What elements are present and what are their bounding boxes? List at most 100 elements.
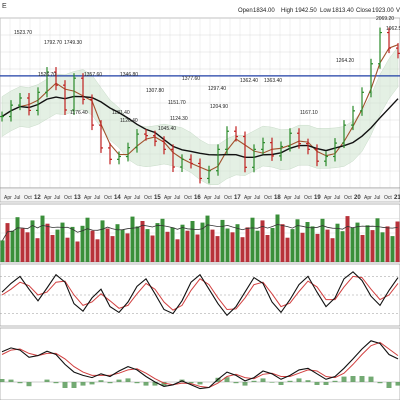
date-tick-label: Apr xyxy=(364,195,372,201)
macd-histogram-bar xyxy=(161,382,167,386)
open-label: Open xyxy=(238,8,253,14)
price-bar xyxy=(135,129,139,153)
price-label: 1526.70 xyxy=(38,72,56,78)
volume-bar xyxy=(105,228,110,262)
volume-bar xyxy=(275,214,280,262)
macd-line xyxy=(1,340,399,390)
volume-bar xyxy=(140,221,145,262)
volume-bar xyxy=(110,236,115,262)
price-bar xyxy=(72,73,76,115)
price-label: 1124.30 xyxy=(170,116,188,122)
right-clip-letter: V xyxy=(396,8,400,14)
volume-bar xyxy=(325,229,330,262)
volume-bar xyxy=(165,231,170,262)
macd-histogram-bar xyxy=(242,382,248,386)
price-label: 1307.80 xyxy=(146,88,164,94)
price-bar xyxy=(315,144,319,167)
macd-histogram-bar xyxy=(152,382,158,386)
price-label: 1181.40 xyxy=(112,110,130,116)
price-label: 1377.60 xyxy=(182,76,200,82)
oscillator-signal-line xyxy=(1,275,399,311)
date-tick-label: Oct xyxy=(344,195,352,201)
macd-histogram-bar xyxy=(71,382,77,388)
macd-histogram-bar xyxy=(125,378,131,382)
macd-histogram-bar xyxy=(134,382,140,384)
price-bar xyxy=(270,137,274,161)
price-bar xyxy=(342,120,346,149)
volume-bar xyxy=(245,227,250,262)
macd-histogram-bar xyxy=(323,382,329,385)
macd-histogram-bar xyxy=(260,378,266,382)
volume-bar xyxy=(355,222,360,262)
volume-bar xyxy=(210,229,215,262)
volume-bar xyxy=(115,224,120,262)
volume-bar xyxy=(345,216,350,262)
price-bar xyxy=(108,142,112,165)
date-tick-label: Jul xyxy=(14,195,20,201)
price-bar xyxy=(297,128,301,149)
volume-bar xyxy=(340,231,345,262)
volume-bar xyxy=(220,219,225,262)
macd-histogram-bar xyxy=(359,376,365,382)
macd-histogram-bar xyxy=(224,377,230,382)
macd-histogram-bar xyxy=(377,382,383,384)
date-tick-label: 15 xyxy=(154,195,161,201)
price-bar xyxy=(171,144,175,173)
price-label: 1167.10 xyxy=(300,110,318,116)
volume-bar xyxy=(360,235,365,262)
long-moving-average xyxy=(1,95,399,158)
macd-histogram-bar xyxy=(17,382,23,384)
volume-average-line xyxy=(2,223,398,241)
date-tick-label: Oct xyxy=(224,195,232,201)
macd-histogram-bar xyxy=(368,376,374,382)
macd-histogram-bar xyxy=(44,379,50,382)
volume-bar xyxy=(130,216,135,262)
date-tick-label: Jul xyxy=(174,195,180,201)
volume-bar xyxy=(295,219,300,262)
date-tick-label: Oct xyxy=(264,195,272,201)
macd-histogram-bar xyxy=(80,382,86,386)
date-tick-label: Oct xyxy=(104,195,112,201)
volume-bar xyxy=(260,220,265,262)
volume-bar xyxy=(75,241,80,262)
macd-panel-frame xyxy=(0,327,400,400)
macd-histogram-bar xyxy=(8,379,14,382)
date-tick-label: Apr xyxy=(4,195,12,201)
price-bar xyxy=(243,131,247,173)
price-bar xyxy=(54,67,58,91)
volume-bar xyxy=(370,230,375,262)
ohlc-readout: Open 1834.00 High 1942.50 Low 1813.40 Cl… xyxy=(238,8,400,14)
price-bar xyxy=(144,129,148,141)
macd-panel xyxy=(0,327,400,400)
date-tick-label: Oct xyxy=(384,195,392,201)
volume-bar xyxy=(135,226,140,262)
volume-bar xyxy=(225,228,230,262)
price-label: 1346.80 xyxy=(120,72,138,78)
volume-bar xyxy=(125,233,130,262)
price-bar xyxy=(153,130,157,147)
macd-histogram-bar xyxy=(386,382,392,388)
price-bar xyxy=(351,105,355,131)
macd-histogram-bar xyxy=(305,380,311,382)
close-value: 1923.00 xyxy=(372,8,394,14)
volume-bar xyxy=(215,236,220,262)
date-tick-label: Apr xyxy=(44,195,52,201)
volume-bar xyxy=(315,233,320,262)
date-tick-label: Jul xyxy=(334,195,340,201)
volume-bar xyxy=(160,218,165,262)
date-tick-label: Jul xyxy=(94,195,100,201)
date-tick-label: Apr xyxy=(284,195,292,201)
macd-histogram-bar xyxy=(287,380,293,382)
date-tick-label: 18 xyxy=(274,195,281,201)
date-tick-label: Apr xyxy=(324,195,332,201)
price-label: 1523.70 xyxy=(14,30,32,36)
date-tick-label: Apr xyxy=(84,195,92,201)
volume-bar xyxy=(30,220,35,262)
oscillator-line xyxy=(1,271,399,317)
price-bar xyxy=(306,138,310,155)
date-tick-label: Jul xyxy=(54,195,60,201)
volume-bar xyxy=(395,221,400,262)
date-tick-label: 13 xyxy=(74,195,81,201)
volume-bar xyxy=(20,228,25,262)
